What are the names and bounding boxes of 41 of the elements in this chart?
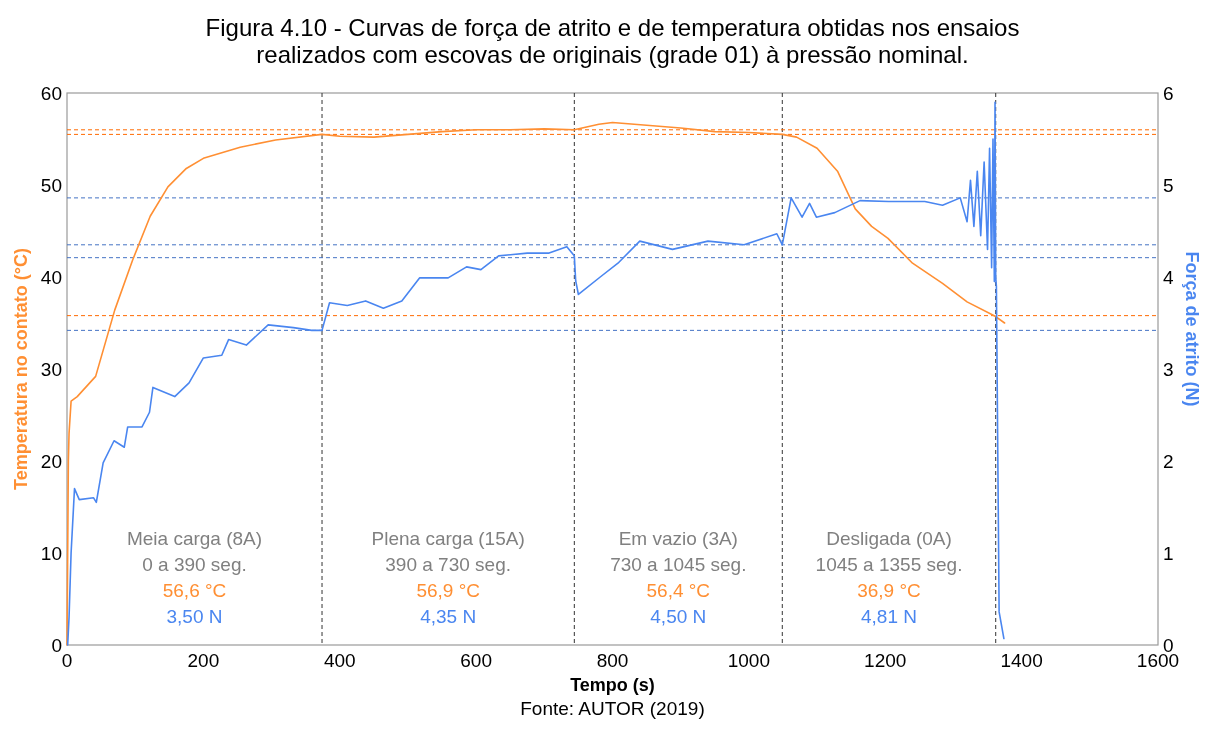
y2-tick-label: 4 bbox=[1163, 267, 1174, 288]
y2-tick-label: 2 bbox=[1163, 451, 1174, 472]
y-axis-title: Temperatura no contato (°C) bbox=[11, 248, 31, 490]
annotation: 36,9 °C bbox=[857, 580, 921, 601]
x-tick-label: 1000 bbox=[727, 650, 771, 671]
x-tick-label: 800 bbox=[596, 650, 629, 671]
annotation: Em vazio (3A) bbox=[618, 528, 738, 549]
annotation: 730 a 1045 seg. bbox=[610, 554, 747, 575]
y-tick-label: 60 bbox=[40, 83, 62, 104]
annotation: 3,50 N bbox=[166, 606, 223, 627]
annotation: 4,35 N bbox=[420, 606, 477, 627]
x-tick-label: 1200 bbox=[864, 650, 907, 671]
y-tick-label: 0 bbox=[51, 635, 62, 656]
annotation: Plena carga (15A) bbox=[371, 528, 525, 549]
y-tick-label: 10 bbox=[40, 543, 62, 564]
annotation: 56,4 °C bbox=[646, 580, 711, 601]
x-tick-label: 200 bbox=[187, 650, 220, 671]
x-tick-label: 1400 bbox=[1000, 650, 1043, 671]
annotation: 1045 a 1355 seg. bbox=[815, 554, 963, 575]
annotation: 56,9 °C bbox=[416, 580, 480, 601]
annotation: 4,50 N bbox=[650, 606, 707, 627]
y2-tick-label: 3 bbox=[1163, 359, 1174, 380]
source-note: Fonte: AUTOR (2019) bbox=[520, 698, 705, 719]
y2-tick-label: 1 bbox=[1163, 543, 1174, 564]
annotation: Meia carga (8A) bbox=[126, 528, 263, 549]
annotation: 0 a 390 seg. bbox=[142, 554, 247, 575]
annotation: Desligada (0A) bbox=[826, 528, 952, 549]
y-tick-label: 20 bbox=[40, 451, 62, 472]
y2-tick-label: 6 bbox=[1163, 83, 1174, 104]
y2-tick-label: 5 bbox=[1163, 175, 1174, 196]
x-axis-title: Tempo (s) bbox=[570, 675, 655, 695]
x-tick-label: 400 bbox=[323, 650, 356, 671]
y-tick-label: 50 bbox=[40, 175, 62, 196]
y2-axis-title: Força de atrito (N) bbox=[1182, 251, 1202, 407]
x-tick-label: 600 bbox=[460, 650, 492, 671]
chart-title: Figura 4.10 - Curvas de força de atrito e de temperatura obtidas nos ensaios realizados com escovas de originais (grade 01) à pressão nominal. bbox=[205, 14, 1020, 68]
annotation: 390 a 730 seg. bbox=[385, 554, 512, 575]
y-tick-label: 30 bbox=[40, 359, 62, 380]
annotation: 4,81 N bbox=[861, 606, 917, 627]
annotation: 56,6 °C bbox=[162, 580, 227, 601]
y-tick-label: 40 bbox=[40, 267, 62, 288]
